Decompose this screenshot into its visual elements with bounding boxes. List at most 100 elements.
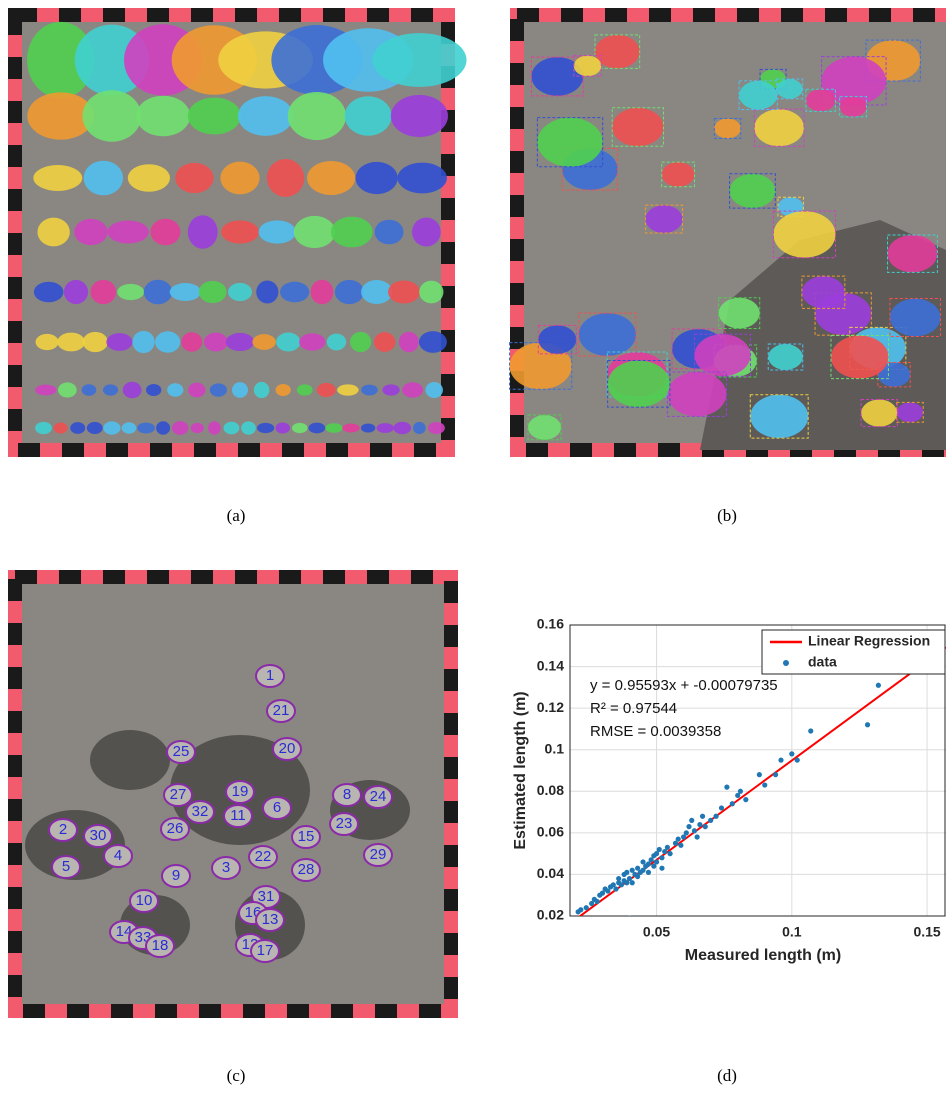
data-point xyxy=(605,888,611,894)
data-point xyxy=(624,869,630,875)
pebble xyxy=(805,89,836,112)
pebble xyxy=(645,205,683,234)
pebble-outline xyxy=(363,785,393,809)
pebble xyxy=(27,21,95,99)
pebble-outline xyxy=(291,825,321,849)
pebble xyxy=(209,383,228,397)
detection-box xyxy=(753,108,805,147)
data-point xyxy=(578,907,584,913)
data-point xyxy=(594,898,600,905)
pebble xyxy=(258,220,296,244)
detection-box xyxy=(536,117,604,168)
pebble xyxy=(266,159,305,197)
pebble xyxy=(188,382,206,398)
data-point xyxy=(689,817,695,823)
pebble xyxy=(107,220,149,244)
detection-box xyxy=(666,371,727,417)
data-point xyxy=(635,873,641,880)
data-point xyxy=(629,867,635,873)
pebble xyxy=(223,421,240,435)
pebble-outline xyxy=(145,934,175,958)
pebble-cluster xyxy=(90,730,170,790)
pebble xyxy=(325,423,343,433)
pebble xyxy=(35,384,57,396)
panel-label: (a) xyxy=(227,506,246,525)
pebble xyxy=(754,109,804,147)
pebble xyxy=(877,362,911,387)
pebble xyxy=(330,216,373,248)
panel-label: (c) xyxy=(227,1066,246,1085)
pebble xyxy=(117,283,145,301)
pebble xyxy=(187,215,218,249)
pebble-outline xyxy=(291,858,321,882)
data-point xyxy=(648,857,654,863)
data-point xyxy=(613,886,619,892)
data-point xyxy=(724,784,730,790)
detection-box xyxy=(865,39,921,82)
data-point xyxy=(667,851,673,857)
pebble xyxy=(337,384,359,396)
pebble-outline xyxy=(83,824,113,848)
y-tick-label: 0.06 xyxy=(537,824,564,840)
pebble xyxy=(33,281,64,303)
pebble xyxy=(350,331,372,353)
pebble xyxy=(361,384,378,396)
data-point xyxy=(616,875,622,882)
data-point xyxy=(697,821,703,828)
pebble xyxy=(203,332,228,352)
pebble xyxy=(388,280,420,304)
pebble-outline xyxy=(48,818,78,842)
data-point xyxy=(629,880,635,886)
pebble xyxy=(801,276,845,309)
detection-box xyxy=(772,210,837,259)
pebble-number: 10 xyxy=(136,892,153,909)
data-point xyxy=(708,817,714,823)
pebble xyxy=(373,332,396,352)
pebble xyxy=(342,423,360,433)
pebble xyxy=(53,422,68,434)
pebble xyxy=(122,381,142,399)
pebble-number: 27 xyxy=(170,786,187,803)
pebble xyxy=(276,332,301,352)
pebble xyxy=(839,96,867,117)
pebble-outline xyxy=(225,780,255,804)
detection-box xyxy=(839,96,867,118)
pebble xyxy=(171,421,189,435)
pebble-outline xyxy=(255,664,285,688)
data-point xyxy=(683,830,689,836)
pebble-number: 11 xyxy=(230,807,246,824)
pebble xyxy=(86,421,103,435)
pebble xyxy=(63,279,89,305)
detection-box xyxy=(594,34,641,69)
pebble xyxy=(167,383,184,397)
data-point xyxy=(778,757,784,763)
detection-box xyxy=(759,68,787,90)
pebble xyxy=(198,280,227,304)
data-point xyxy=(599,890,606,896)
pebble-outline xyxy=(266,699,296,723)
pebble-number: 9 xyxy=(172,867,180,884)
data-point xyxy=(681,834,687,840)
pebble xyxy=(821,56,887,105)
y-tick-label: 0.08 xyxy=(537,782,564,798)
pebble xyxy=(425,382,443,398)
pebble xyxy=(58,382,77,398)
pebble xyxy=(361,280,393,304)
pebble xyxy=(694,334,751,377)
legend-box xyxy=(761,629,946,675)
detection-box xyxy=(644,204,684,234)
pebble-number: 24 xyxy=(370,788,387,805)
pebble xyxy=(102,384,119,396)
pebble xyxy=(402,382,424,398)
pebble-number: 3 xyxy=(222,859,230,876)
annotation: y = 0.95593x + -0.00079735 xyxy=(590,677,778,694)
pebble xyxy=(175,162,214,194)
detection-box xyxy=(887,234,938,273)
pebble xyxy=(393,421,412,435)
pebble xyxy=(150,218,181,246)
pebble-number: 21 xyxy=(273,702,290,719)
pebble xyxy=(136,95,191,137)
pebble xyxy=(334,279,364,305)
data-point xyxy=(743,797,749,803)
pebble-outline xyxy=(262,796,292,820)
